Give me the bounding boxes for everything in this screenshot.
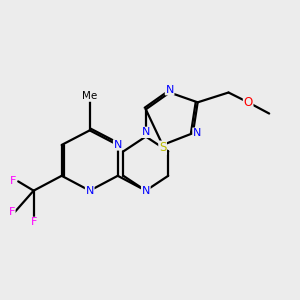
Text: F: F xyxy=(10,176,16,186)
Text: N: N xyxy=(85,186,94,196)
Text: F: F xyxy=(9,207,15,217)
Text: O: O xyxy=(244,96,253,109)
Text: N: N xyxy=(114,140,122,150)
Text: N: N xyxy=(165,85,174,95)
Text: Me: Me xyxy=(82,91,97,101)
Text: F: F xyxy=(30,217,37,227)
Text: N: N xyxy=(142,127,150,137)
Text: N: N xyxy=(142,186,150,196)
Text: N: N xyxy=(193,128,201,138)
Text: S: S xyxy=(159,141,166,154)
